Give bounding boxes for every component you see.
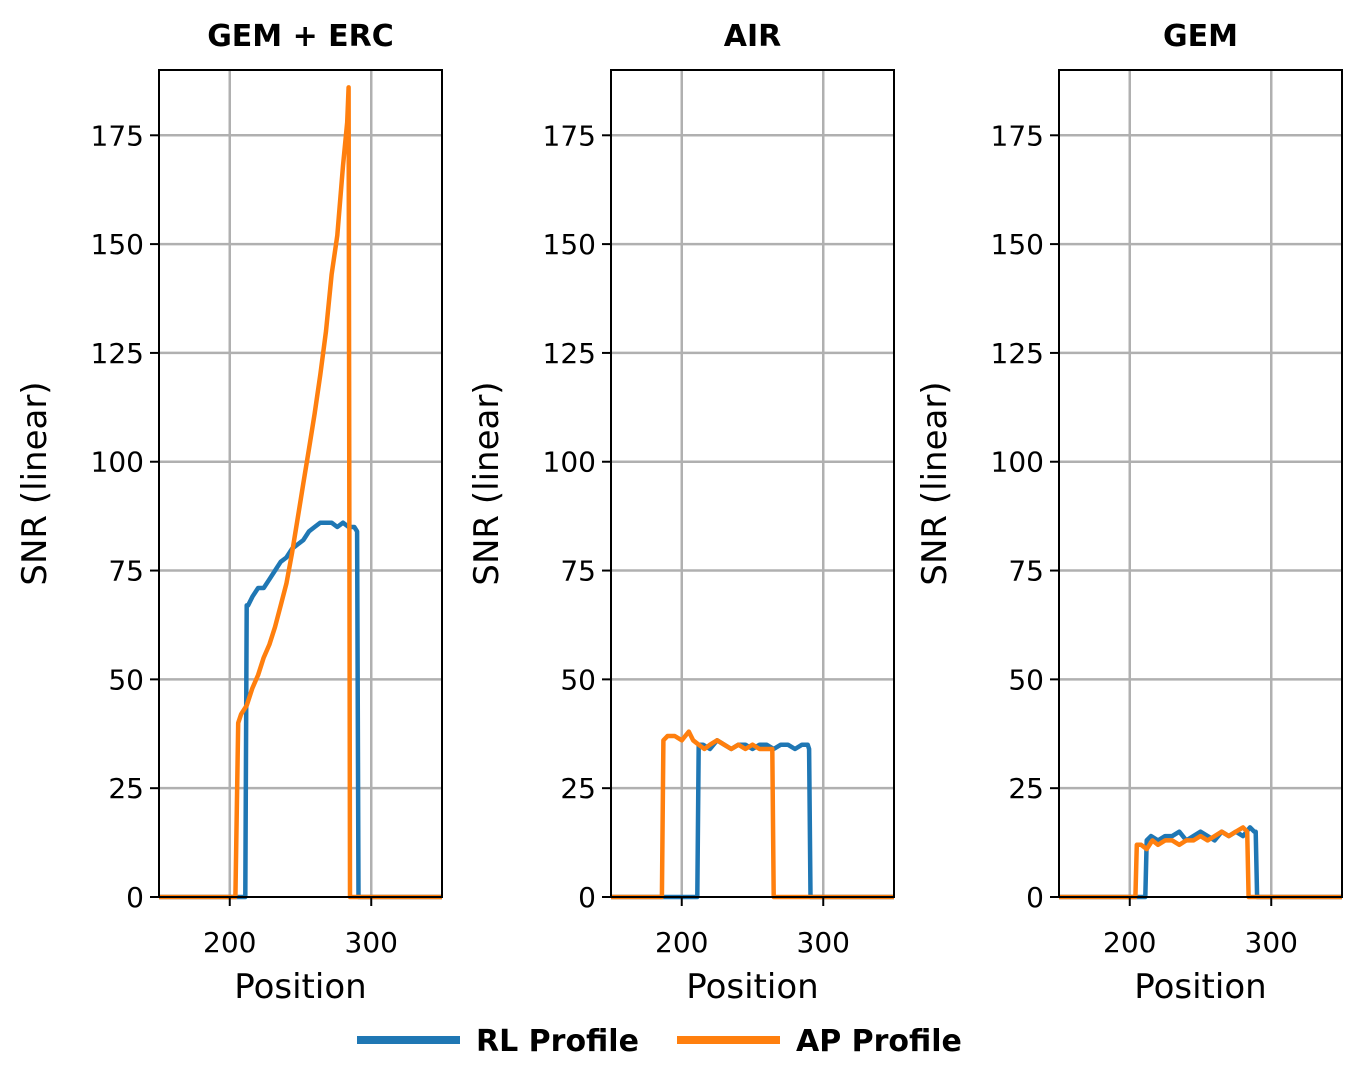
x-axis-label: Position (234, 967, 366, 1007)
panel-title: GEM (1163, 19, 1238, 54)
y-tick-label: 0 (578, 881, 596, 914)
series-line-ap (1059, 825, 1342, 900)
panel-title: GEM + ERC (207, 19, 394, 54)
x-axis-label: Position (686, 967, 818, 1007)
x-tick-label: 200 (1103, 926, 1156, 959)
y-tick-label: 100 (91, 446, 144, 479)
y-tick-label: 25 (560, 772, 596, 805)
y-tick-label: 75 (560, 555, 596, 588)
y-tick-label: 50 (560, 663, 596, 696)
y-tick-label: 100 (543, 446, 596, 479)
x-tick-label: 300 (797, 926, 850, 959)
y-tick-label: 0 (126, 881, 144, 914)
plot-frame (1058, 69, 1343, 898)
y-tick-label: 125 (91, 337, 144, 370)
legend-ap-label: AP Profile (796, 1024, 962, 1059)
series-line-ap (611, 729, 894, 900)
y-tick-label: 175 (991, 119, 1044, 152)
series-line-rl (611, 738, 894, 900)
series-line-rl (1059, 825, 1342, 900)
legend-rl-label: RL Profile (476, 1024, 639, 1059)
y-tick-label: 150 (991, 228, 1044, 261)
y-axis-label: SNR (linear) (15, 381, 55, 585)
y-tick-label: 125 (543, 337, 596, 370)
y-axis-label: SNR (linear) (915, 381, 955, 585)
y-tick-label: 25 (1008, 772, 1044, 805)
x-tick-label: 300 (345, 926, 398, 959)
plot-frame (610, 69, 895, 898)
panel-title: AIR (724, 19, 781, 54)
y-tick-label: 50 (1008, 663, 1044, 696)
y-tick-label: 100 (991, 446, 1044, 479)
plot-frame (158, 69, 443, 898)
y-tick-label: 150 (91, 228, 144, 261)
y-tick-label: 150 (543, 228, 596, 261)
chart-panels: GEM + ERC 0 25 50 75 100 125 150 175 200 300 Positi… (15, 19, 1343, 1007)
series-line-ap (159, 85, 442, 900)
y-tick-label: 25 (108, 772, 144, 805)
x-axis-label: Position (1134, 967, 1266, 1007)
y-tick-label: 75 (1008, 555, 1044, 588)
y-tick-label: 75 (108, 555, 144, 588)
x-tick-label: 200 (203, 926, 256, 959)
chart-panel: AIR 0 25 50 75 100 125 150 175 200 300 Position SNR … (467, 19, 895, 1007)
x-tick-label: 200 (655, 926, 708, 959)
y-axis-label: SNR (linear) (467, 381, 507, 585)
y-tick-label: 125 (991, 337, 1044, 370)
chart-panel: GEM + ERC 0 25 50 75 100 125 150 175 200 300 Positi… (15, 19, 443, 1007)
y-tick-label: 50 (108, 663, 144, 696)
y-tick-label: 175 (91, 119, 144, 152)
x-tick-label: 300 (1245, 926, 1298, 959)
y-tick-label: 175 (543, 119, 596, 152)
series-line-rl (159, 520, 442, 900)
legend: RL Profile AP Profile (357, 1024, 962, 1059)
chart-panel: GEM 0 25 50 75 100 125 150 175 200 300 Position SNR … (915, 19, 1343, 1007)
y-tick-label: 0 (1026, 881, 1044, 914)
